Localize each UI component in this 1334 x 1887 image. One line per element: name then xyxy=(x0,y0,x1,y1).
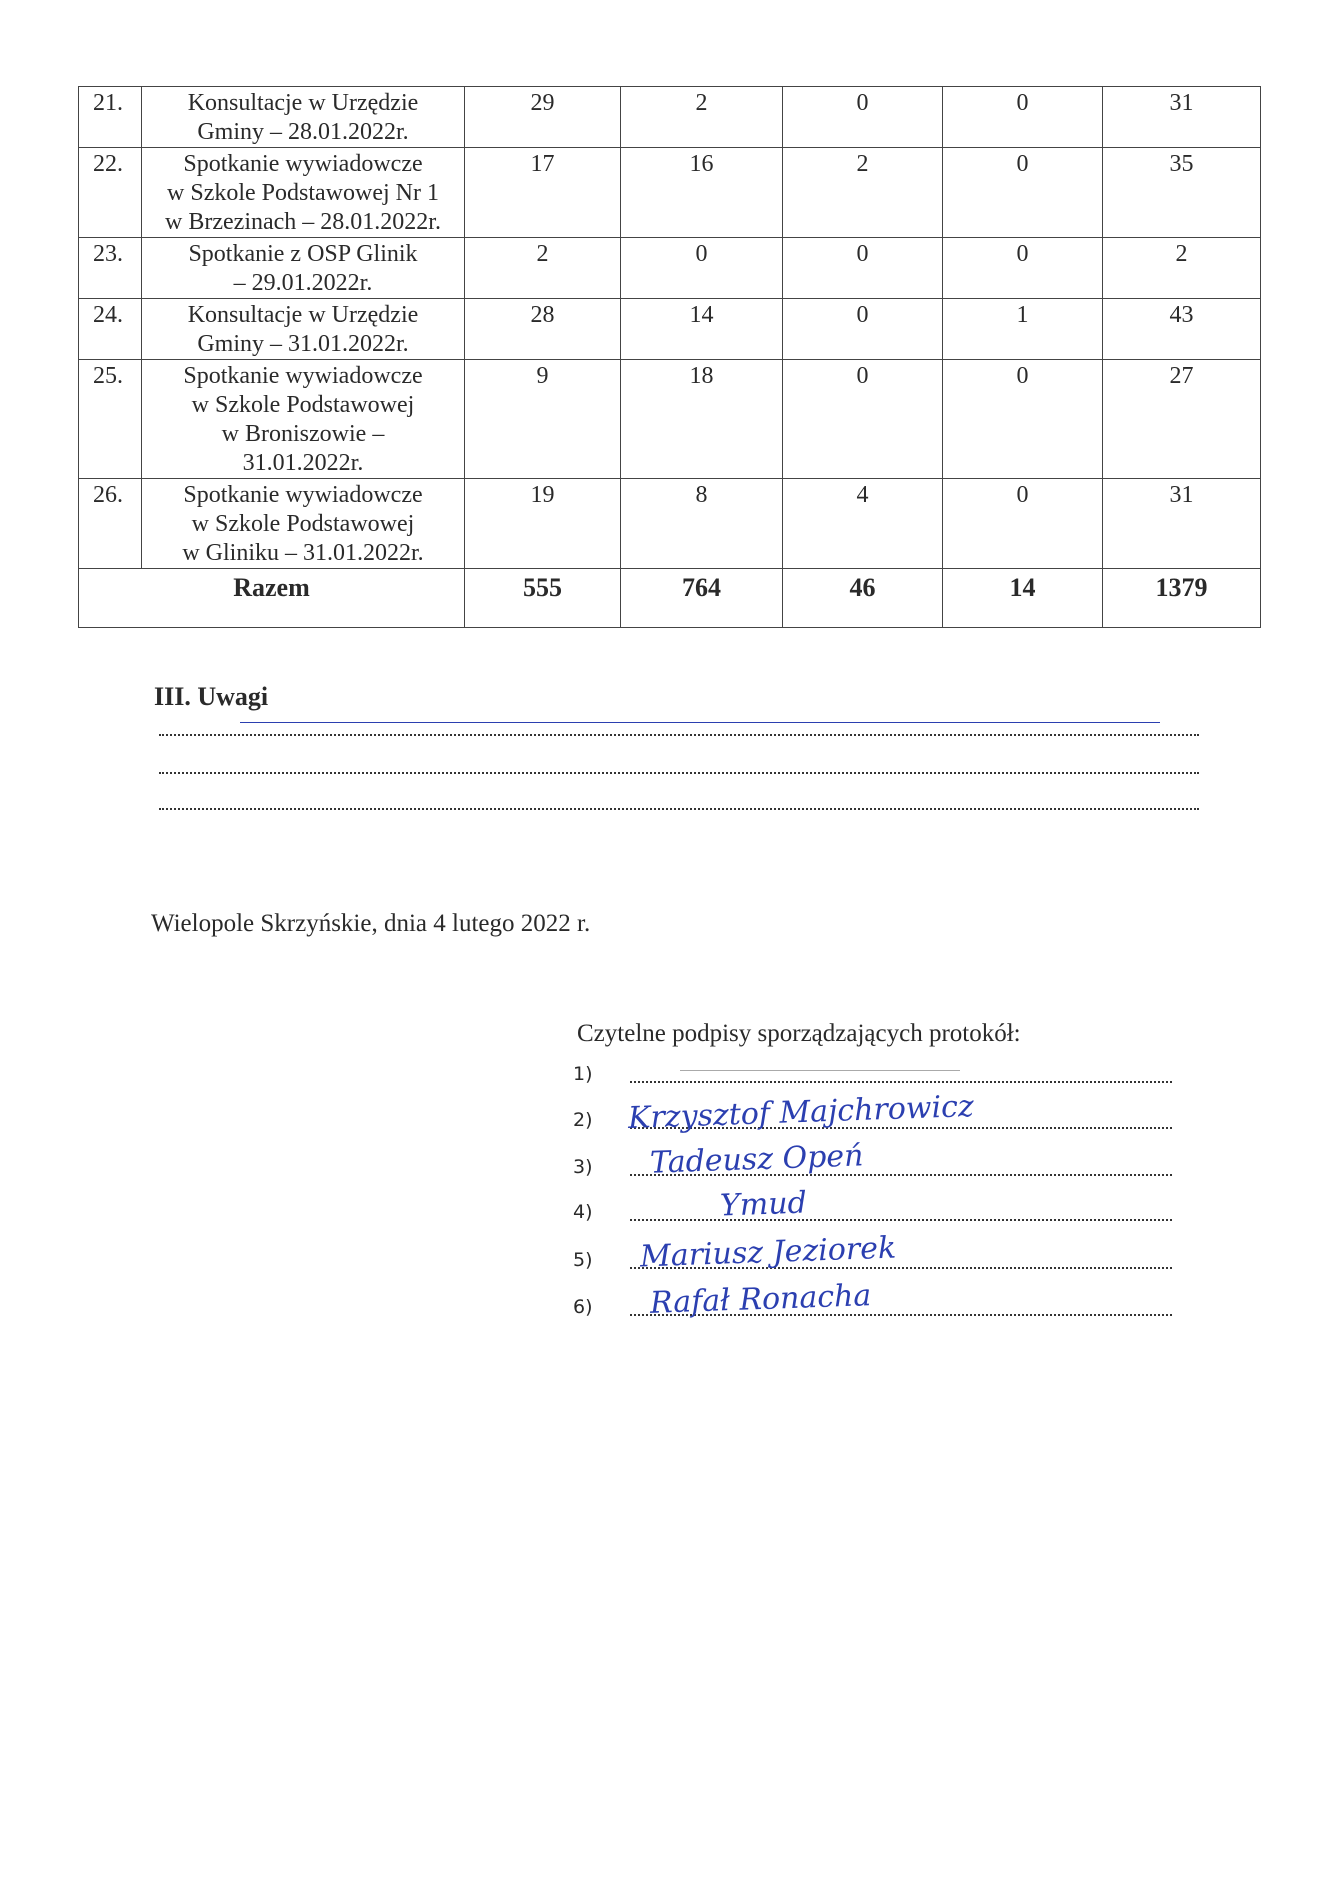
heading-underline xyxy=(680,1070,960,1071)
cell-c1: 19 xyxy=(464,478,621,569)
description-line: w Brzezinach – 28.01.2022r. xyxy=(165,209,441,235)
cell-c2: 18 xyxy=(620,359,783,479)
cell-c1: 2 xyxy=(464,237,621,299)
table-row: 26. Spotkanie wywiadowcze w Szkole Podstaw… xyxy=(78,478,1261,569)
description-line: Konsultacje w Urzędzie xyxy=(187,302,419,328)
signature-line xyxy=(630,1219,1172,1221)
description-line: w Szkole Podstawowej xyxy=(191,392,415,418)
cell-c2: 2 xyxy=(620,86,783,148)
cell-c3: 0 xyxy=(782,298,943,360)
signature-line xyxy=(630,1174,1172,1176)
description-line: Gminy – 28.01.2022r. xyxy=(197,119,409,145)
table-row: 25. Spotkanie wywiadowcze w Szkole Podstaw… xyxy=(78,359,1261,479)
remarks-heading: III. Uwagi xyxy=(154,682,269,711)
cell-sum: 43 xyxy=(1102,298,1261,360)
total-c4: 14 xyxy=(942,568,1103,628)
signature-line xyxy=(630,1267,1172,1269)
cell-c1: 9 xyxy=(464,359,621,479)
cell-c4: 0 xyxy=(942,237,1103,299)
remarks-line xyxy=(159,772,1199,774)
table-row: 23. Spotkanie z OSP Glinik – 29.01.2022r. 2… xyxy=(78,237,1261,299)
cell-c4: 0 xyxy=(942,478,1103,569)
row-description: Konsultacje w Urzędzie Gminy – 28.01.2022… xyxy=(141,86,465,148)
handwritten-signature: Tadeusz Opeń xyxy=(649,1138,865,1181)
cell-sum: 27 xyxy=(1102,359,1261,479)
signature-line xyxy=(630,1127,1172,1129)
description-line: w Szkole Podstawowej xyxy=(191,511,415,537)
cell-c4: 0 xyxy=(942,86,1103,148)
signature-number: 3) xyxy=(573,1156,593,1178)
cell-c3: 0 xyxy=(782,86,943,148)
signatures-heading: Czytelne podpisy sporządzających protokó… xyxy=(577,1020,1021,1047)
description-line: Konsultacje w Urzędzie xyxy=(187,90,419,116)
description-line: Spotkanie wywiadowcze xyxy=(183,482,423,508)
cell-c4: 1 xyxy=(942,298,1103,360)
cell-c3: 0 xyxy=(782,237,943,299)
description-line: w Szkole Podstawowej Nr 1 xyxy=(167,180,439,206)
total-label: Razem xyxy=(78,568,465,628)
remarks-line xyxy=(159,734,1199,736)
row-description: Spotkanie wywiadowcze w Szkole Podstawowe… xyxy=(141,359,465,479)
cell-sum: 31 xyxy=(1102,478,1261,569)
row-description: Spotkanie wywiadowcze w Szkole Podstawowe… xyxy=(141,478,465,569)
cell-c3: 0 xyxy=(782,359,943,479)
description-line: – 29.01.2022r. xyxy=(233,270,373,296)
cell-c2: 14 xyxy=(620,298,783,360)
total-c3: 46 xyxy=(782,568,943,628)
table-row: 24. Konsultacje w Urzędzie Gminy – 31.01.2… xyxy=(78,298,1261,360)
total-c1: 555 xyxy=(464,568,621,628)
cell-c2: 0 xyxy=(620,237,783,299)
total-sum: 1379 xyxy=(1102,568,1261,628)
table-row: 22. Spotkanie wywiadowcze w Szkole Podstaw… xyxy=(78,147,1261,238)
cell-c4: 0 xyxy=(942,359,1103,479)
handwritten-signature: Ymud xyxy=(719,1185,808,1224)
row-number: 22. xyxy=(78,147,142,238)
row-number: 23. xyxy=(78,237,142,299)
row-description: Spotkanie wywiadowcze w Szkole Podstawowe… xyxy=(141,147,465,238)
description-line: Spotkanie z OSP Glinik xyxy=(188,241,418,267)
cell-sum: 2 xyxy=(1102,237,1261,299)
signature-number: 4) xyxy=(573,1201,593,1223)
description-line: Gminy – 31.01.2022r. xyxy=(197,331,409,357)
description-line: w Broniszowie – xyxy=(221,421,385,447)
table-row: 21. Konsultacje w Urzędzie Gminy – 28.01.2… xyxy=(78,86,1261,148)
cell-sum: 31 xyxy=(1102,86,1261,148)
description-line: 31.01.2022r. xyxy=(242,450,364,476)
description-line: Spotkanie wywiadowcze xyxy=(183,151,423,177)
signature-line xyxy=(630,1314,1172,1316)
signature-number: 1) xyxy=(573,1063,593,1085)
remarks-underline xyxy=(240,722,1160,723)
row-number: 26. xyxy=(78,478,142,569)
signature-line xyxy=(630,1081,1172,1083)
cell-c1: 29 xyxy=(464,86,621,148)
place-date: Wielopole Skrzyńskie, dnia 4 lutego 2022… xyxy=(151,910,591,937)
row-number: 21. xyxy=(78,86,142,148)
cell-c4: 0 xyxy=(942,147,1103,238)
row-number: 24. xyxy=(78,298,142,360)
results-table: 21. Konsultacje w Urzędzie Gminy – 28.01.2… xyxy=(78,86,1261,628)
cell-c3: 2 xyxy=(782,147,943,238)
signature-number: 5) xyxy=(573,1249,593,1271)
remarks-line xyxy=(159,808,1199,810)
cell-c3: 4 xyxy=(782,478,943,569)
total-c2: 764 xyxy=(620,568,783,628)
cell-c2: 16 xyxy=(620,147,783,238)
cell-sum: 35 xyxy=(1102,147,1261,238)
cell-c2: 8 xyxy=(620,478,783,569)
row-description: Konsultacje w Urzędzie Gminy – 31.01.2022… xyxy=(141,298,465,360)
description-line: w Gliniku – 31.01.2022r. xyxy=(182,540,424,566)
description-line: Spotkanie wywiadowcze xyxy=(183,363,423,389)
total-row: Razem 555 764 46 14 1379 xyxy=(78,568,1261,628)
row-number: 25. xyxy=(78,359,142,479)
row-description: Spotkanie z OSP Glinik – 29.01.2022r. xyxy=(141,237,465,299)
signature-number: 6) xyxy=(573,1296,593,1318)
cell-c1: 28 xyxy=(464,298,621,360)
cell-c1: 17 xyxy=(464,147,621,238)
signature-number: 2) xyxy=(573,1109,593,1131)
